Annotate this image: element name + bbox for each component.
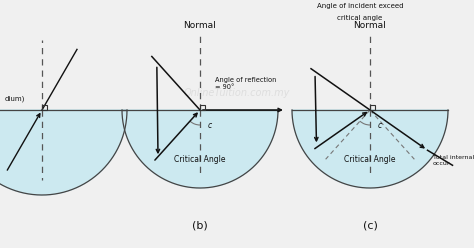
Text: Normal: Normal	[354, 21, 386, 30]
Text: Total internal reflection
occur: Total internal reflection occur	[432, 155, 474, 166]
Text: Angle of reflection
= 90°: Angle of reflection = 90°	[215, 77, 276, 90]
Text: OnlineTuition.com.my: OnlineTuition.com.my	[184, 88, 290, 98]
Text: Normal: Normal	[183, 21, 216, 30]
Text: Critical Angle: Critical Angle	[174, 155, 226, 164]
Polygon shape	[0, 110, 127, 195]
Text: c: c	[378, 121, 382, 130]
Text: Critical Angle: Critical Angle	[344, 155, 396, 164]
Text: (c): (c)	[363, 220, 377, 230]
Text: Angle of incident exceed: Angle of incident exceed	[317, 3, 403, 9]
Text: (b): (b)	[192, 220, 208, 230]
Bar	[370, 105, 375, 110]
Bar	[42, 105, 47, 110]
Text: critical angle: critical angle	[337, 15, 383, 21]
Polygon shape	[292, 110, 448, 188]
Text: dium): dium)	[5, 95, 26, 101]
Bar	[200, 105, 205, 110]
Polygon shape	[122, 110, 278, 188]
Text: c: c	[208, 121, 212, 130]
